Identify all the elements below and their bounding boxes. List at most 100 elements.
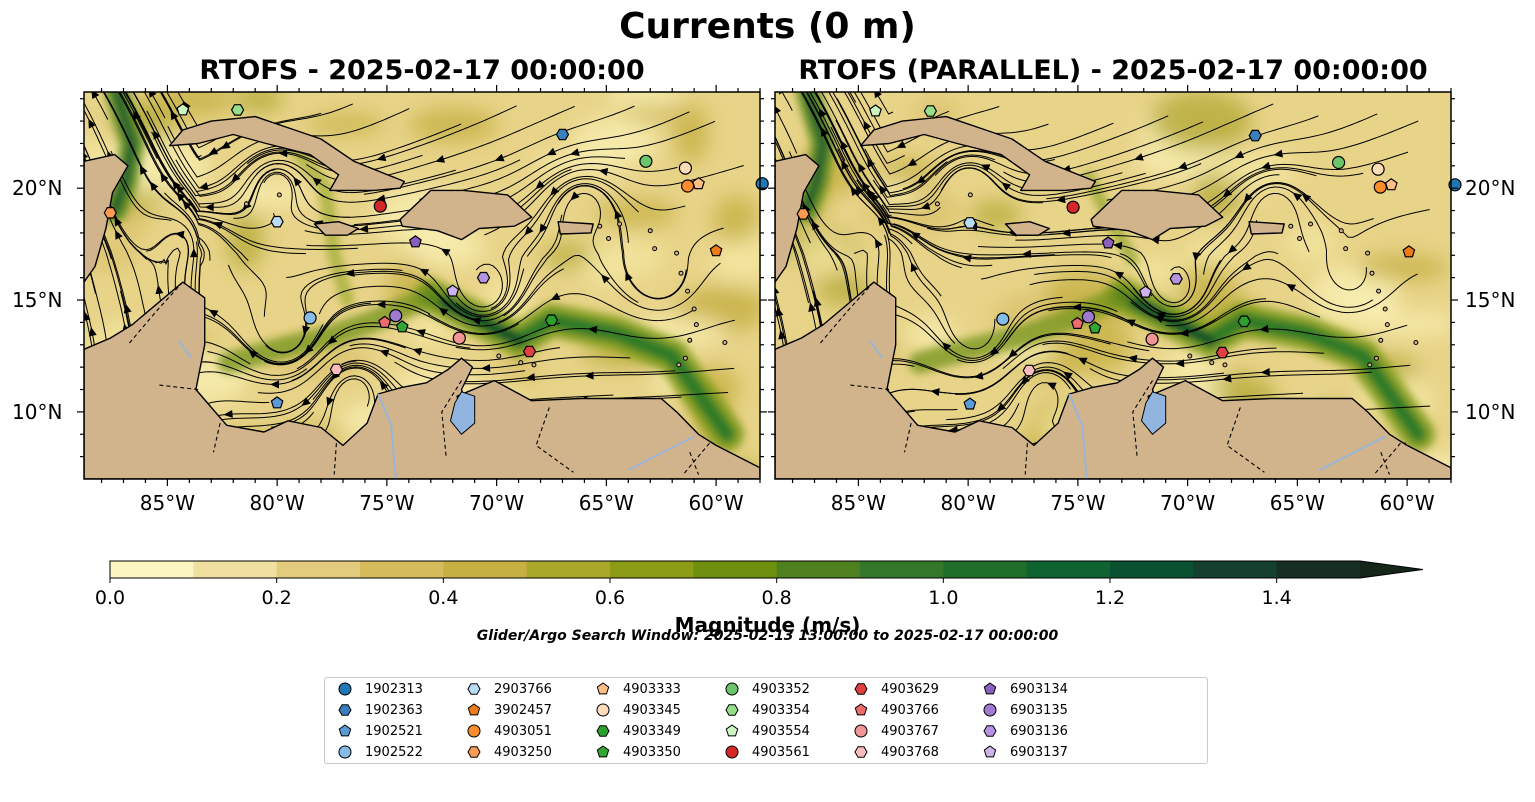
platform-4903350-marker xyxy=(395,320,409,333)
land-jamaica xyxy=(1004,220,1051,236)
land-cuba xyxy=(168,115,406,192)
platform-1902363-marker xyxy=(1248,129,1262,142)
platform-6903137-marker xyxy=(1139,285,1152,298)
platform-6903135-marker xyxy=(1081,310,1095,324)
lon-tick-label: 65°W xyxy=(578,491,634,515)
platform-4903352-marker xyxy=(639,154,653,168)
legend-item-4903333: 4903333 xyxy=(593,679,681,699)
lat-tick-label-right: 15°N xyxy=(1465,288,1516,313)
colorbar-bin xyxy=(1276,561,1361,578)
land-cuba xyxy=(859,115,1097,192)
platform-4903051-marker xyxy=(680,179,695,193)
colorbar-bin xyxy=(1026,561,1111,578)
platform-6903134-marker xyxy=(408,235,422,248)
platform-4903768-marker xyxy=(1022,364,1036,377)
platform-4903768-marker xyxy=(329,363,344,376)
legend-label: 6903137 xyxy=(1010,744,1068,760)
colorbar-bin xyxy=(943,561,1028,578)
colorbar-tick-label: 0.6 xyxy=(594,587,626,609)
legend-marker-hexagon xyxy=(983,725,997,737)
legend-marker-pentagon xyxy=(983,745,997,758)
legend-item-4903767: 4903767 xyxy=(851,721,939,741)
colorbar-label: Magnitude (m/s) xyxy=(674,613,861,637)
legend-marker-hexagon xyxy=(467,683,481,695)
legend-label: 4903354 xyxy=(752,702,810,718)
platform-4903354-marker xyxy=(923,105,938,117)
platform-4903561-marker xyxy=(373,199,387,213)
legend-label: 4903352 xyxy=(752,681,810,697)
legend-label: 1902363 xyxy=(365,702,423,718)
lon-tick-label: 75°W xyxy=(1050,491,1106,515)
legend-marker-hexagon xyxy=(338,704,352,716)
legend-marker-pentagon xyxy=(596,682,610,695)
platform-4903051-marker xyxy=(1373,180,1387,194)
land-jamaica xyxy=(313,220,360,236)
colorbar-bin xyxy=(860,561,944,578)
platform-markers xyxy=(796,104,1462,410)
lon-tick-label: 70°W xyxy=(1159,491,1216,515)
land-mainland xyxy=(84,281,760,479)
legend-item-4903768: 4903768 xyxy=(851,742,939,762)
land-mainland xyxy=(775,281,1451,479)
legend-marker-circle xyxy=(467,724,481,738)
legend-marker-pentagon xyxy=(596,745,610,758)
colorbar-tick-label: 0.2 xyxy=(261,587,292,609)
platform-4903349-marker xyxy=(544,314,559,326)
platform-1902522-marker xyxy=(996,312,1010,326)
legend-item-1902521: 1902521 xyxy=(335,721,423,741)
legend-marker-circle xyxy=(338,745,352,759)
map-panel-rtofs xyxy=(77,85,769,486)
legend-label: 4903349 xyxy=(623,723,681,739)
land-hispaniola xyxy=(399,189,533,241)
colorbar-bin xyxy=(526,561,611,578)
legend-label: 6903134 xyxy=(1010,681,1068,697)
colorbar-bin xyxy=(110,561,194,578)
legend-item-2903766: 2903766 xyxy=(464,679,552,699)
legend-item-4903350: 4903350 xyxy=(593,742,681,762)
platform-4903767-marker xyxy=(1145,332,1159,346)
legend-label: 4903766 xyxy=(881,702,939,718)
colorbar-tick-label: 0.4 xyxy=(428,587,459,609)
legend-marker-hexagon xyxy=(854,746,868,758)
legend-label: 6903135 xyxy=(1010,702,1068,718)
panel-title-rtofs-parallel: RTOFS (PARALLEL) - 2025-02-17 00:00:00 xyxy=(798,55,1428,86)
platform-2903766-marker xyxy=(963,217,977,229)
lake-maracaibo xyxy=(449,391,476,436)
lon-tick-label: 65°W xyxy=(1269,491,1325,515)
colorbar-tick-label: 1.4 xyxy=(1261,587,1292,609)
legend-label: 6903136 xyxy=(1010,723,1068,739)
platform-3902457-marker xyxy=(709,244,723,257)
colorbar-bin xyxy=(193,561,278,578)
legend-marker-pentagon xyxy=(983,682,997,695)
platform-1902521-marker xyxy=(963,397,977,410)
legend-marker-pentagon xyxy=(467,703,481,716)
legend-item-6903134: 6903134 xyxy=(980,679,1068,699)
colorbar-bin xyxy=(360,561,444,578)
legend-marker-circle xyxy=(338,682,352,696)
legend-item-4903354: 4903354 xyxy=(722,700,810,720)
legend-marker-hexagon xyxy=(854,683,868,695)
legend-label: 4903554 xyxy=(752,723,810,739)
legend-item-1902522: 1902522 xyxy=(335,742,423,762)
lake-maracaibo xyxy=(1140,391,1167,436)
platform-4903350-marker xyxy=(1088,321,1102,334)
platform-4903629-marker xyxy=(1215,346,1229,359)
legend-label: 4903333 xyxy=(623,681,681,697)
legend-item-4903629: 4903629 xyxy=(851,679,939,699)
platform-1902363-marker xyxy=(555,128,570,141)
platform-6903134-marker xyxy=(1101,236,1115,249)
lat-tick-label-right: 20°N xyxy=(1465,176,1516,201)
legend-item-1902363: 1902363 xyxy=(335,700,423,720)
land-puertorico xyxy=(1248,220,1285,235)
platform-4903561-marker xyxy=(1066,200,1080,214)
colorbar-bin xyxy=(1110,561,1194,578)
platform-6903136-marker xyxy=(1169,273,1183,285)
panel-title-rtofs: RTOFS - 2025-02-17 00:00:00 xyxy=(199,55,645,86)
platform-4903629-marker xyxy=(522,345,537,358)
legend-label: 1902313 xyxy=(365,681,423,697)
colorbar-tick-label: 0.8 xyxy=(761,587,792,609)
land-puertorico xyxy=(557,220,594,235)
land-hispaniola xyxy=(1090,189,1224,241)
colorbar-bin xyxy=(443,561,528,578)
lon-tick-label: 80°W xyxy=(940,491,996,515)
